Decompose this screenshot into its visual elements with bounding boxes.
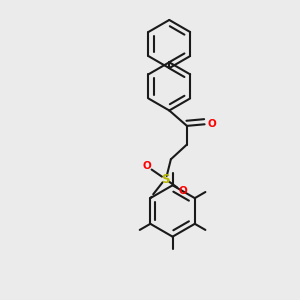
Text: O: O — [208, 119, 216, 129]
Text: O: O — [178, 186, 187, 196]
Text: S: S — [161, 173, 169, 186]
Text: O: O — [142, 161, 151, 171]
